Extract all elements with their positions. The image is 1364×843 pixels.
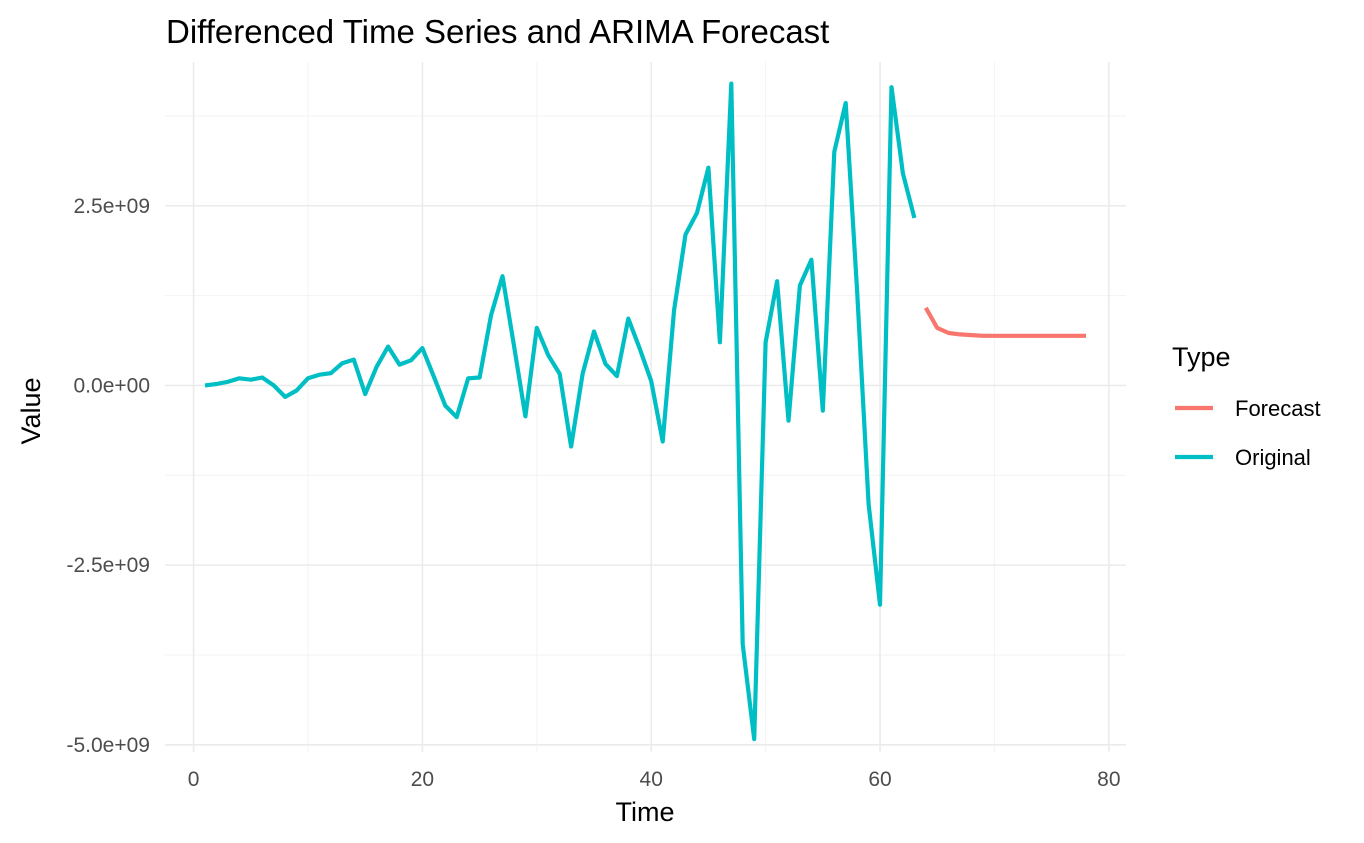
- legend-items: Forecast Original: [1175, 396, 1321, 470]
- series-line-original: [204, 81, 917, 742]
- x-tick-label: 0: [188, 768, 200, 791]
- y-axis-title: Value: [16, 377, 46, 444]
- y-tick-label: -5.0e+09: [67, 734, 151, 757]
- y-tick-label: 0.0e+00: [74, 374, 151, 397]
- chart-title: Differenced Time Series and ARIMA Foreca…: [166, 13, 829, 50]
- x-tick-label: 40: [640, 768, 663, 791]
- x-tick-label: 20: [411, 768, 434, 791]
- legend-label-original: Original: [1235, 445, 1311, 470]
- y-tick-label: -2.5e+09: [67, 554, 151, 577]
- series-line-forecast: [923, 306, 1086, 338]
- y-tick-label: 2.5e+09: [74, 195, 151, 218]
- legend: Type Forecast Original: [1172, 342, 1321, 470]
- x-tick-label: 60: [868, 768, 891, 791]
- plot-grid: [165, 62, 1126, 752]
- x-tick-label: 80: [1097, 768, 1120, 791]
- legend-label-forecast: Forecast: [1235, 396, 1321, 421]
- plot-series: [204, 81, 1086, 742]
- axis-ticks: 0 20 40 60 80 -5.0e+09 -2.5e+09 0.0e+00 2.5e+09: [67, 195, 1121, 791]
- legend-title: Type: [1172, 342, 1231, 372]
- x-axis-title: Time: [616, 797, 675, 827]
